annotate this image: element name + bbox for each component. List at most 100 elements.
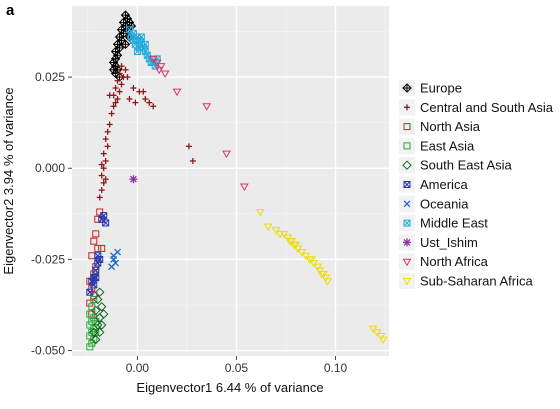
legend-marker-sub-saharan-africa bbox=[402, 278, 412, 286]
point-central-and-south-asia bbox=[98, 187, 105, 194]
point-central-and-south-asia bbox=[185, 143, 192, 150]
legend-label-sub-saharan-africa: Sub-Saharan Africa bbox=[420, 274, 534, 289]
x-tick-label: 0.05 bbox=[225, 361, 249, 375]
point-north-africa bbox=[239, 183, 249, 191]
point-central-and-south-asia bbox=[104, 128, 111, 135]
point-sub-saharan-africa bbox=[279, 230, 289, 239]
point-sub-saharan-africa bbox=[307, 256, 317, 264]
point-north-africa bbox=[222, 150, 231, 159]
legend-marker-south-east-asia bbox=[402, 160, 412, 170]
point-north-asia bbox=[94, 244, 102, 252]
point-central-and-south-asia bbox=[142, 95, 149, 102]
point-america bbox=[90, 281, 98, 289]
legend-label-central-and-south-asia: Central and South Asia bbox=[420, 100, 554, 115]
point-central-and-south-asia bbox=[106, 121, 113, 128]
point-europe bbox=[120, 39, 131, 49]
point-north-africa bbox=[148, 55, 158, 64]
point-sub-saharan-africa bbox=[376, 332, 386, 341]
point-sub-saharan-africa bbox=[283, 234, 293, 243]
legend-key-sub-saharan-africa bbox=[399, 273, 415, 289]
point-north-asia bbox=[98, 244, 106, 252]
point-central-and-south-asia bbox=[106, 92, 113, 99]
point-middle-east bbox=[141, 40, 149, 48]
point-central-and-south-asia bbox=[124, 74, 131, 81]
point-east-asia bbox=[88, 328, 96, 336]
point-central-and-south-asia bbox=[110, 103, 117, 110]
y-tick-label: 0.000 bbox=[35, 161, 65, 175]
legend-label-europe: Europe bbox=[420, 81, 462, 96]
point-central-and-south-asia bbox=[112, 85, 119, 92]
point-sub-saharan-africa bbox=[321, 274, 330, 283]
point-middle-east bbox=[151, 62, 159, 70]
panel-label: a bbox=[6, 2, 15, 19]
point-east-asia bbox=[86, 310, 94, 318]
legend-marker-america bbox=[403, 181, 411, 188]
point-central-and-south-asia bbox=[118, 81, 125, 88]
point-south-east-asia bbox=[93, 320, 103, 330]
point-sub-saharan-africa bbox=[291, 241, 301, 250]
point-sub-saharan-africa bbox=[297, 249, 307, 257]
point-south-east-asia bbox=[97, 320, 107, 330]
point-central-and-south-asia bbox=[100, 165, 107, 172]
point-north-africa bbox=[202, 103, 212, 111]
y-tick-label: -0.050 bbox=[31, 344, 65, 358]
x-tick-label: 0.00 bbox=[126, 361, 150, 375]
legend-label-middle-east: Middle East bbox=[420, 216, 488, 231]
point-south-east-asia bbox=[98, 309, 109, 319]
point-america bbox=[86, 288, 94, 296]
y-tick-label: -0.025 bbox=[31, 252, 65, 266]
point-central-and-south-asia bbox=[116, 88, 123, 95]
point-middle-east bbox=[135, 44, 143, 52]
point-sub-saharan-africa bbox=[372, 329, 382, 337]
point-north-asia bbox=[90, 237, 98, 245]
point-sub-saharan-africa bbox=[309, 260, 319, 268]
point-north-africa bbox=[160, 70, 170, 78]
point-central-and-south-asia bbox=[100, 150, 107, 157]
point-middle-east bbox=[137, 33, 145, 41]
point-south-east-asia bbox=[95, 327, 105, 338]
point-central-and-south-asia bbox=[102, 136, 109, 143]
legend-marker-north-africa bbox=[402, 258, 412, 267]
point-north-asia bbox=[92, 230, 100, 238]
point-central-and-south-asia bbox=[118, 63, 125, 70]
point-central-and-south-asia bbox=[126, 95, 133, 102]
point-central-and-south-asia bbox=[146, 99, 153, 106]
legend-label-north-africa: North Africa bbox=[420, 254, 489, 269]
point-east-asia bbox=[86, 321, 94, 329]
point-central-and-south-asia bbox=[108, 110, 115, 117]
point-central-and-south-asia bbox=[189, 157, 196, 164]
point-sub-saharan-africa bbox=[255, 208, 265, 217]
legend-marker-east-asia bbox=[403, 142, 411, 150]
point-america bbox=[92, 266, 100, 274]
point-east-asia bbox=[88, 317, 96, 325]
legend-key-east-asia bbox=[399, 137, 415, 154]
point-sub-saharan-africa bbox=[378, 336, 388, 345]
point-central-and-south-asia bbox=[96, 194, 103, 201]
point-oceania bbox=[108, 263, 116, 271]
point-sub-saharan-africa bbox=[313, 263, 323, 272]
point-america bbox=[94, 259, 102, 267]
point-sub-saharan-africa bbox=[293, 245, 303, 253]
point-america bbox=[92, 274, 100, 282]
point-oceania bbox=[114, 248, 122, 256]
point-north-asia bbox=[88, 285, 96, 293]
point-central-and-south-asia bbox=[102, 157, 109, 164]
point-sub-saharan-africa bbox=[368, 325, 378, 334]
point-south-east-asia bbox=[91, 305, 101, 316]
point-central-and-south-asia bbox=[98, 172, 105, 179]
point-central-and-south-asia bbox=[132, 99, 139, 106]
point-oceania bbox=[110, 255, 118, 263]
point-north-africa bbox=[152, 59, 162, 68]
legend-marker-central-and-south-asia bbox=[404, 104, 410, 111]
point-sub-saharan-africa bbox=[315, 267, 325, 275]
point-ust-ishim bbox=[129, 175, 138, 184]
point-middle-east bbox=[141, 48, 149, 56]
point-middle-east bbox=[133, 48, 141, 56]
axis-ticks: 0.00 0.05 0.10 -0.050 -0.025 0.000 0.025 bbox=[31, 70, 348, 375]
point-sub-saharan-africa bbox=[301, 252, 311, 261]
point-america bbox=[96, 255, 104, 263]
legend-marker-ust-ishim bbox=[403, 238, 411, 247]
legend-label-oceania: Oceania bbox=[420, 196, 469, 211]
point-middle-east bbox=[143, 51, 151, 59]
legend-marker-middle-east bbox=[403, 219, 411, 227]
